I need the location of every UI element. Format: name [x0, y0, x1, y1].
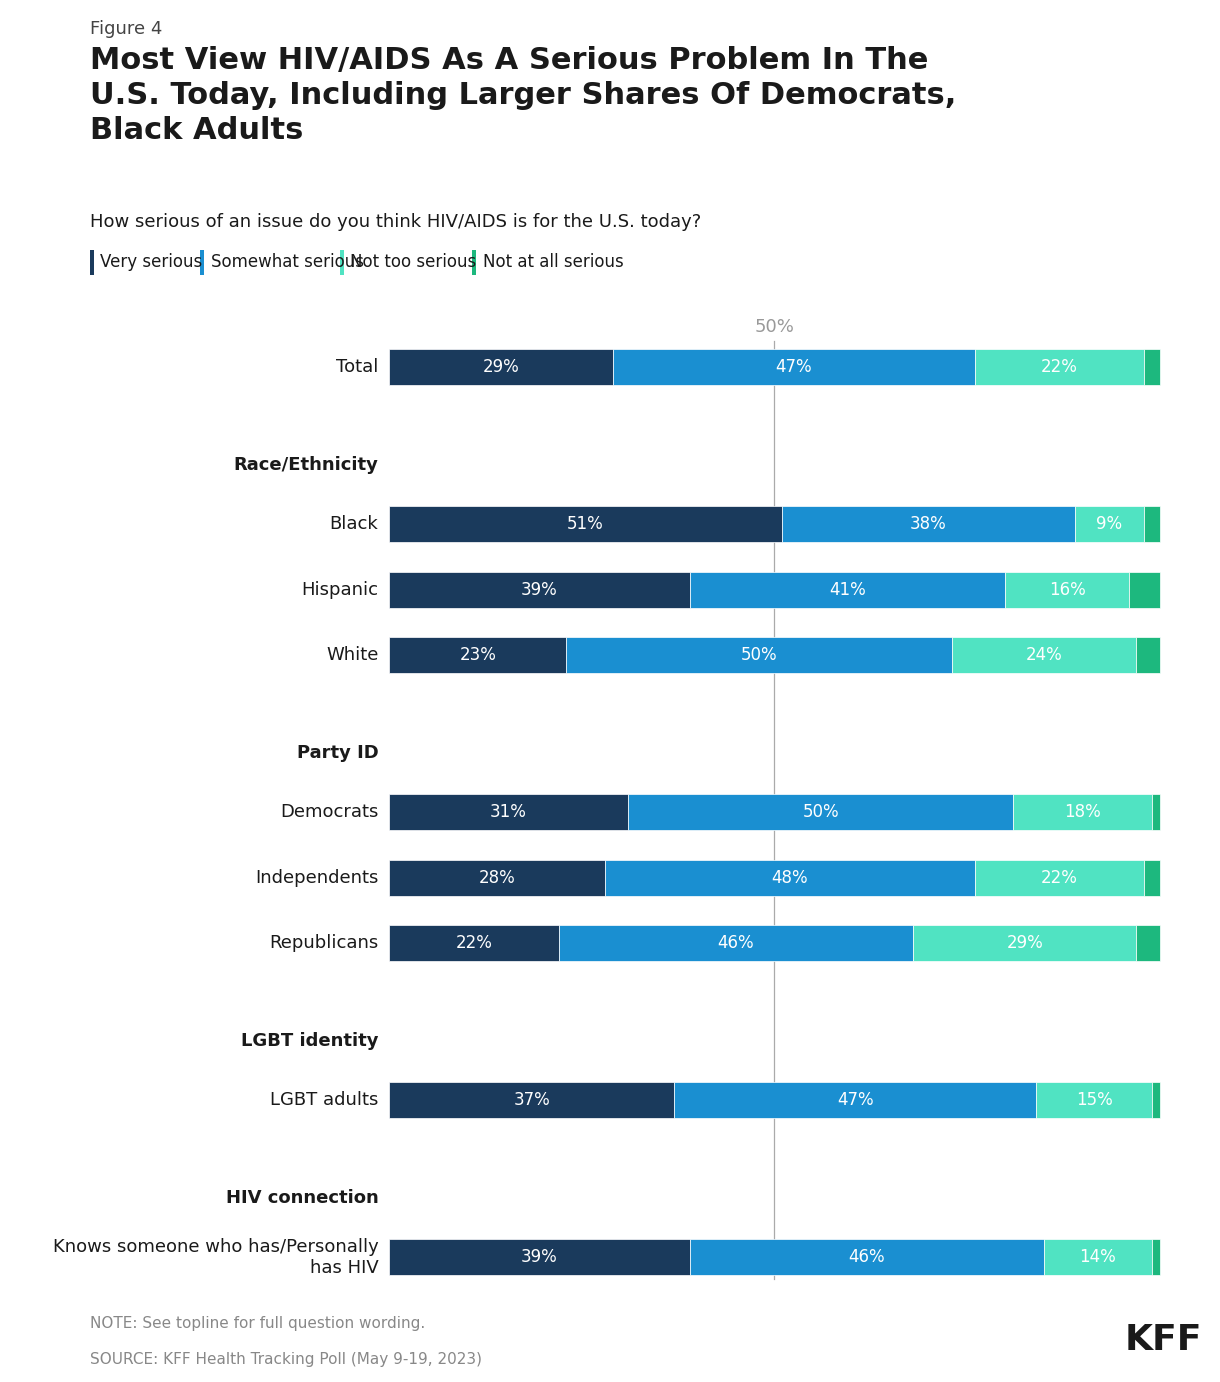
Bar: [1144, 860, 1159, 896]
Text: 50%: 50%: [741, 645, 777, 663]
Text: LGBT adults: LGBT adults: [270, 1092, 378, 1110]
Text: 48%: 48%: [771, 868, 808, 887]
Bar: [1013, 795, 1152, 831]
Text: Independents: Independents: [255, 868, 378, 887]
Bar: [389, 572, 689, 608]
Bar: [1036, 1082, 1152, 1118]
Text: Democrats: Democrats: [281, 803, 378, 821]
Text: Not too serious: Not too serious: [350, 253, 477, 271]
Text: SOURCE: KFF Health Tracking Poll (May 9-19, 2023): SOURCE: KFF Health Tracking Poll (May 9-…: [89, 1352, 482, 1367]
Bar: [975, 350, 1144, 386]
Text: 46%: 46%: [717, 934, 754, 952]
Bar: [1152, 1082, 1159, 1118]
Text: 18%: 18%: [1064, 803, 1100, 821]
Bar: [1144, 350, 1159, 386]
Text: Somewhat serious: Somewhat serious: [211, 253, 364, 271]
Bar: [1152, 795, 1159, 831]
FancyBboxPatch shape: [340, 250, 344, 275]
Text: 38%: 38%: [910, 515, 947, 533]
Bar: [689, 572, 1005, 608]
Text: Figure 4: Figure 4: [89, 19, 162, 39]
Bar: [952, 637, 1137, 673]
Text: Total: Total: [336, 358, 378, 376]
Text: 31%: 31%: [490, 803, 527, 821]
Text: 29%: 29%: [482, 358, 520, 376]
Bar: [389, 925, 559, 960]
Text: Race/Ethnicity: Race/Ethnicity: [233, 456, 378, 474]
Text: LGBT identity: LGBT identity: [242, 1032, 378, 1050]
Bar: [1152, 1240, 1159, 1276]
Text: 50%: 50%: [754, 318, 794, 336]
Bar: [605, 860, 975, 896]
Text: HIV connection: HIV connection: [226, 1190, 378, 1208]
Text: 37%: 37%: [514, 1092, 550, 1110]
Text: 50%: 50%: [803, 803, 839, 821]
Text: 22%: 22%: [1041, 358, 1077, 376]
Bar: [559, 925, 913, 960]
Bar: [1137, 637, 1159, 673]
Bar: [389, 637, 566, 673]
Text: Knows someone who has/Personally
has HIV: Knows someone who has/Personally has HIV: [52, 1238, 378, 1277]
Text: 28%: 28%: [478, 868, 515, 887]
Text: KFF: KFF: [1125, 1323, 1203, 1357]
Text: Party ID: Party ID: [296, 744, 378, 763]
Text: 51%: 51%: [567, 515, 604, 533]
Text: 22%: 22%: [455, 934, 493, 952]
Bar: [389, 1082, 675, 1118]
Text: How serious of an issue do you think HIV/AIDS is for the U.S. today?: How serious of an issue do you think HIV…: [89, 213, 700, 231]
Text: 16%: 16%: [1049, 580, 1086, 598]
Bar: [675, 1082, 1036, 1118]
Text: 39%: 39%: [521, 1248, 558, 1266]
Bar: [1005, 572, 1128, 608]
Bar: [689, 1240, 1044, 1276]
FancyBboxPatch shape: [200, 250, 204, 275]
Text: 46%: 46%: [848, 1248, 886, 1266]
Bar: [1044, 1240, 1152, 1276]
FancyBboxPatch shape: [89, 250, 94, 275]
Bar: [389, 1240, 689, 1276]
Text: 29%: 29%: [1006, 934, 1043, 952]
Bar: [389, 350, 612, 386]
Text: Most View HIV/AIDS As A Serious Problem In The
U.S. Today, Including Larger Shar: Most View HIV/AIDS As A Serious Problem …: [89, 46, 956, 145]
Bar: [389, 860, 605, 896]
FancyBboxPatch shape: [472, 250, 477, 275]
Text: 41%: 41%: [830, 580, 866, 598]
Bar: [612, 350, 975, 386]
Text: Republicans: Republicans: [270, 934, 378, 952]
Text: Very serious: Very serious: [100, 253, 203, 271]
Text: 9%: 9%: [1097, 515, 1122, 533]
Bar: [782, 506, 1075, 542]
Text: 47%: 47%: [837, 1092, 874, 1110]
Bar: [389, 506, 782, 542]
Bar: [1137, 925, 1159, 960]
Bar: [975, 860, 1144, 896]
Text: 14%: 14%: [1080, 1248, 1116, 1266]
Text: 47%: 47%: [775, 358, 813, 376]
Bar: [1075, 506, 1144, 542]
Bar: [389, 795, 628, 831]
Bar: [566, 637, 952, 673]
Text: 22%: 22%: [1041, 868, 1077, 887]
Bar: [913, 925, 1137, 960]
Bar: [1128, 572, 1159, 608]
Bar: [1144, 506, 1159, 542]
Bar: [628, 795, 1013, 831]
Text: 23%: 23%: [459, 645, 497, 663]
Text: Hispanic: Hispanic: [301, 580, 378, 598]
Text: Black: Black: [329, 515, 378, 533]
Text: NOTE: See topline for full question wording.: NOTE: See topline for full question word…: [89, 1316, 425, 1331]
Text: 24%: 24%: [1026, 645, 1063, 663]
Text: 15%: 15%: [1076, 1092, 1113, 1110]
Text: White: White: [326, 645, 378, 663]
Text: Not at all serious: Not at all serious: [483, 253, 623, 271]
Text: 39%: 39%: [521, 580, 558, 598]
